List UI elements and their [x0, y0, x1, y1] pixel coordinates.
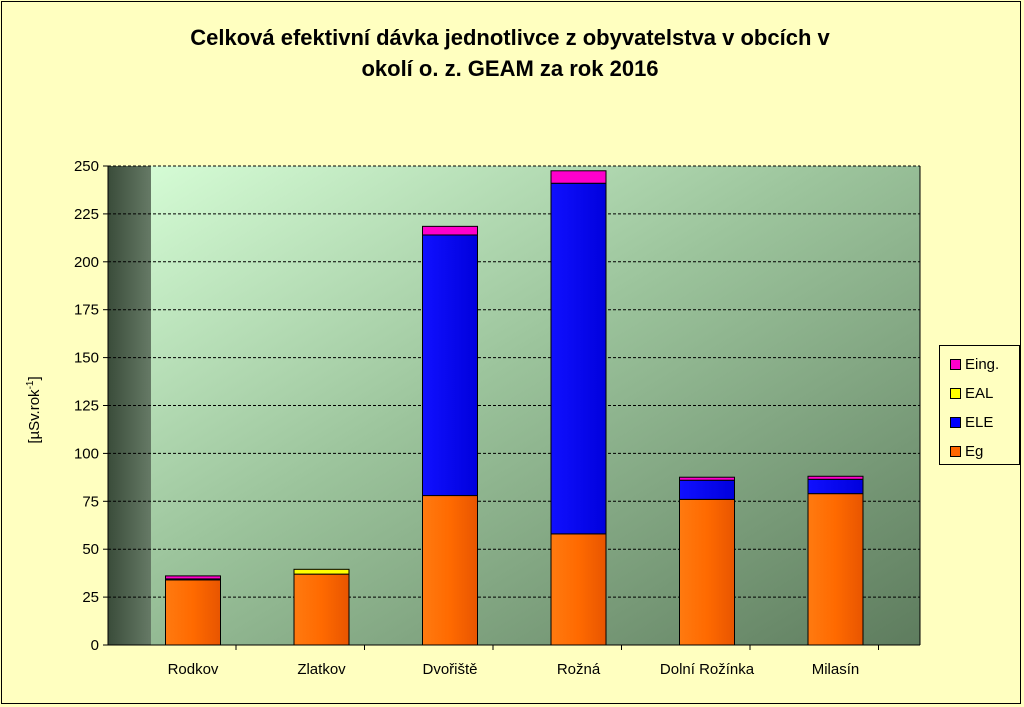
x-tick-label: Rodkov: [168, 661, 219, 678]
y-tick-label: 0: [91, 637, 99, 654]
x-tick-label: Dolní Rožínka: [660, 661, 755, 678]
bars: [165, 170, 864, 646]
x-tick-label: Zlatkov: [297, 661, 346, 678]
y-tick-label: 100: [74, 445, 99, 462]
x-tick-label: Dvořiště: [422, 661, 477, 678]
bar-segment-ele: [422, 234, 478, 497]
legend-swatch: [950, 416, 961, 428]
legend-item: Eing.: [950, 355, 999, 373]
bar-segment-eing: [550, 170, 607, 184]
x-tick-label: Rožná: [557, 661, 601, 678]
chart-title-line-1: Celková efektivní dávka jednotlivce z ob…: [190, 25, 830, 50]
y-axis-label: [µSv.rok-1]: [25, 376, 43, 443]
bar-segment-eing: [679, 476, 735, 481]
y-tick-label: 125: [74, 398, 99, 415]
bar-segment-eing: [422, 225, 478, 236]
legend-item: EAL: [950, 384, 993, 402]
y-tick-label: 75: [82, 493, 99, 510]
legend-label: Eg: [965, 442, 984, 460]
bar-segment-eal: [293, 568, 350, 575]
legend-item: Eg: [950, 442, 983, 460]
bar-segment-eg: [422, 495, 478, 646]
bar-segment-eing: [807, 475, 864, 480]
legend-item: ELE: [950, 413, 993, 431]
bar-segment-ele: [679, 479, 735, 500]
axes: [103, 165, 921, 650]
tick-labels: 0 25 50 75 100 125 150 175 200 225 250 Rodkov Zlatko…: [74, 158, 859, 678]
y-tick-label: 250: [74, 158, 99, 175]
y-axis-label-main: [µSv.rok: [26, 389, 43, 444]
legend: Eing. EAL ELE Eg: [939, 345, 1020, 465]
legend-swatch: [950, 387, 961, 399]
chart-title-line-2: okolí o. z. GEAM za rok 2016: [361, 56, 659, 81]
bar-segment-eg: [165, 579, 221, 646]
y-axis-label-exponent: -1: [25, 380, 36, 390]
legend-label: EAL: [965, 384, 994, 402]
y-tick-label: 150: [74, 350, 99, 367]
y-tick-label: 25: [82, 589, 99, 606]
legend-swatch: [950, 445, 961, 457]
bar-segment-eg: [679, 498, 735, 646]
y-tick-label: 225: [74, 206, 99, 223]
y-tick-label: 200: [74, 254, 99, 271]
bar-segment-eg: [293, 573, 350, 646]
x-tick-label: Milasín: [812, 661, 860, 678]
legend-label: ELE: [965, 413, 994, 431]
bar-segment-eg: [550, 533, 607, 646]
bar-segment-eg: [807, 493, 864, 646]
chart-title: Celková efektivní dávka jednotlivce z ob…: [0, 22, 1020, 84]
bar-segment-ele: [807, 478, 864, 495]
y-tick-label: 175: [74, 302, 99, 319]
y-tick-label: 50: [82, 541, 99, 558]
y-axis-label-close: ]: [26, 376, 43, 381]
bar-segment-eing: [165, 575, 221, 580]
legend-swatch: [950, 358, 961, 370]
bar-segment-ele: [550, 182, 607, 535]
legend-label: Eing.: [965, 355, 1000, 373]
